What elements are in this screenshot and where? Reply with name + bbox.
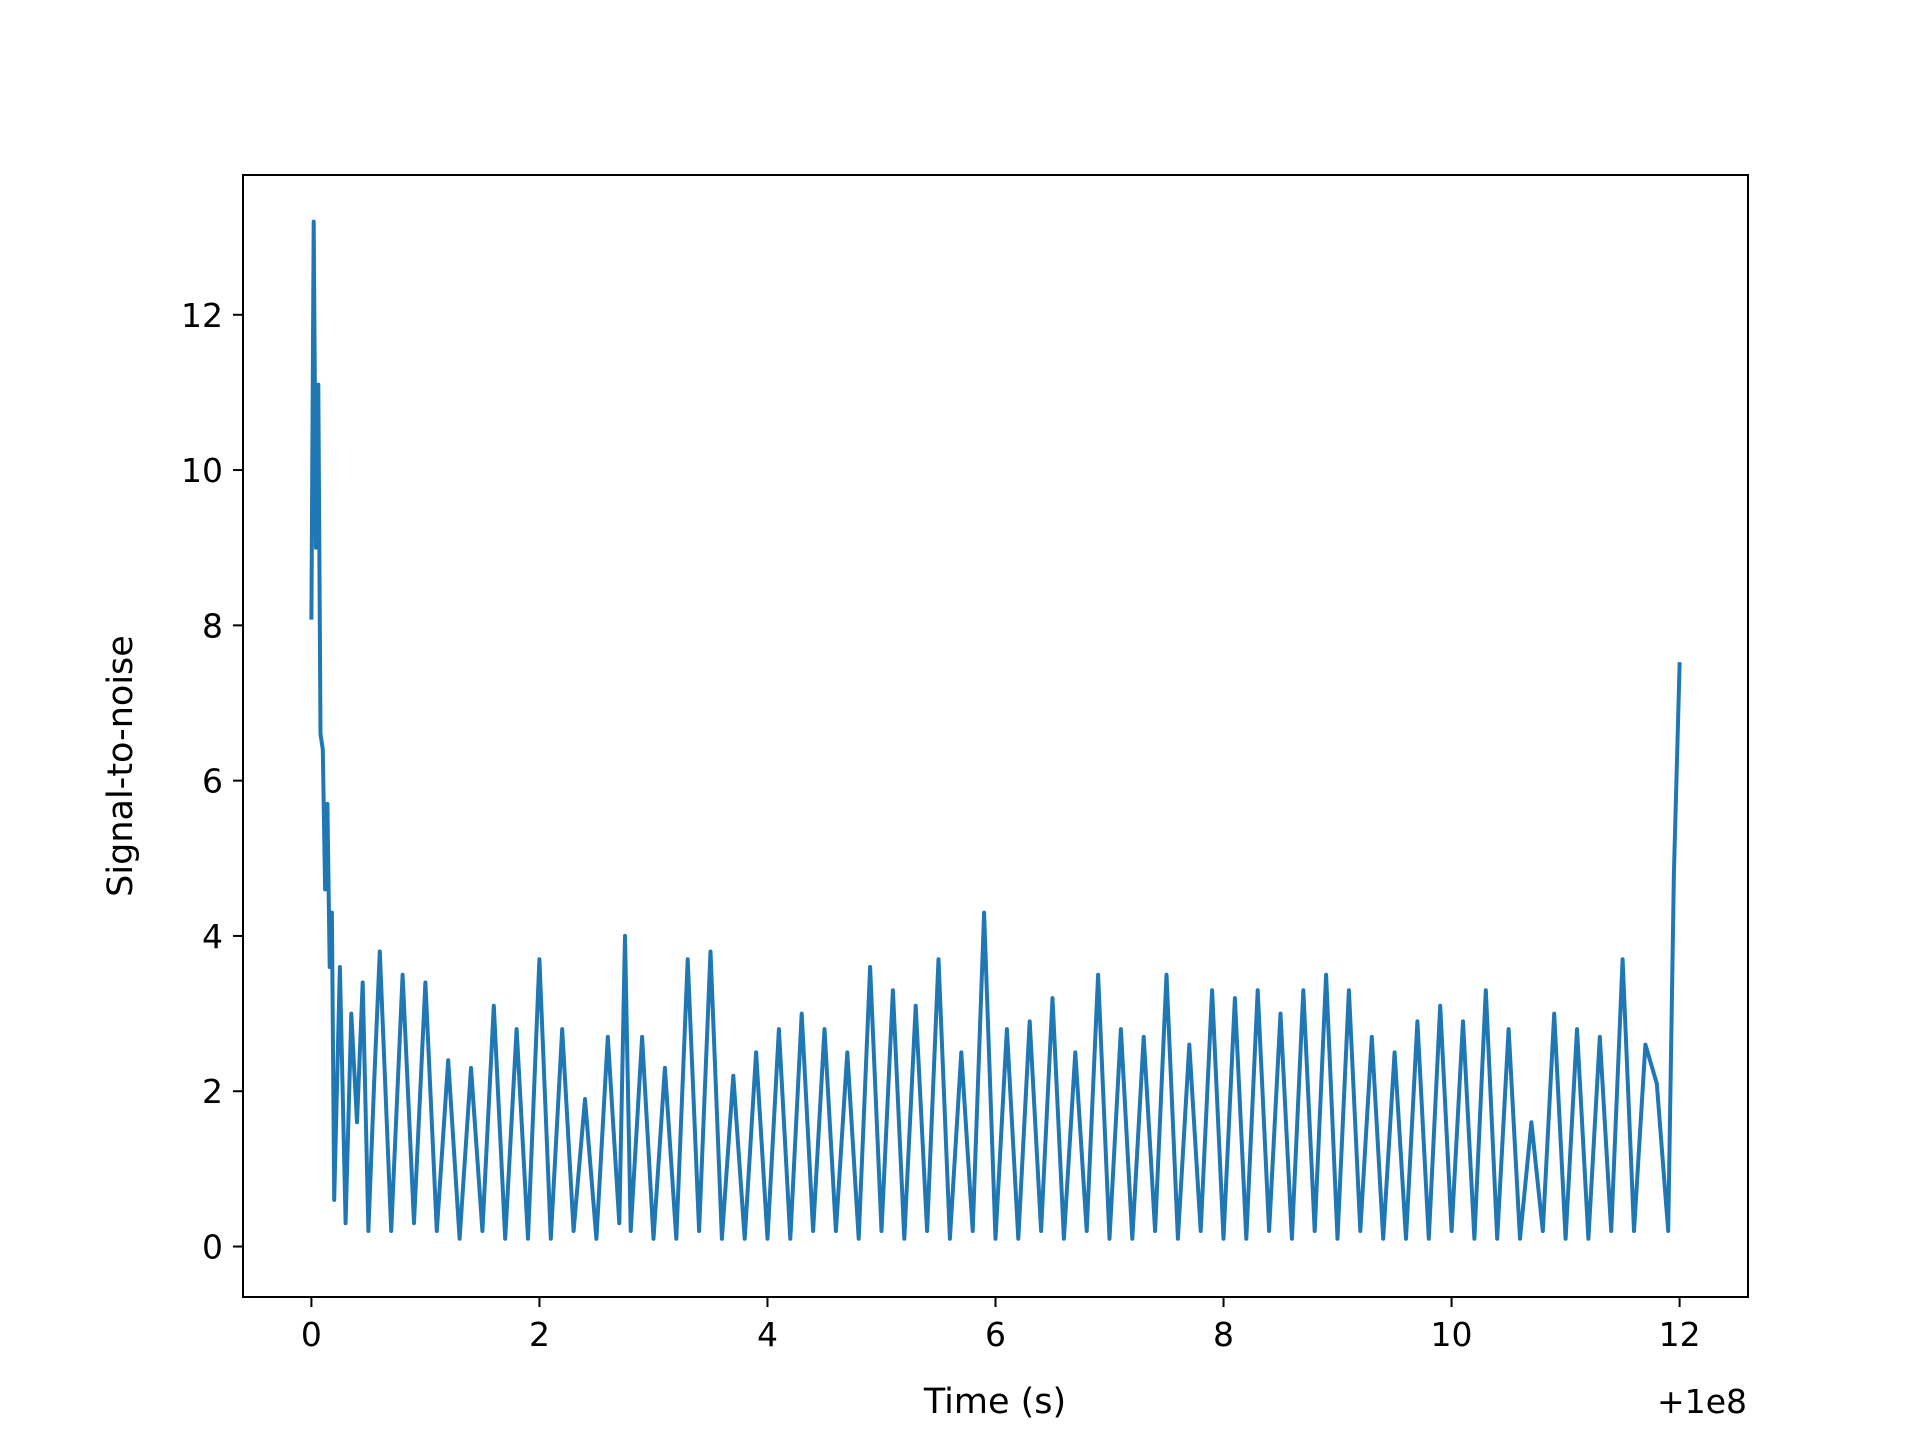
- series-line-0: [309, 219, 1682, 1241]
- x-axis-label: Time (s): [923, 1382, 1066, 1422]
- plot-area: [309, 219, 1682, 1241]
- x-tick-label: 10: [1431, 1315, 1473, 1354]
- y-tick-label: 6: [202, 762, 223, 801]
- y-tick-label: 0: [202, 1228, 223, 1267]
- y-axis-label: Signal-to-noise: [101, 635, 141, 897]
- x-tick-label: 4: [757, 1315, 778, 1354]
- y-tick-label: 10: [181, 451, 223, 490]
- x-tick-label: 8: [1213, 1315, 1234, 1354]
- x-tick-label: 2: [529, 1315, 550, 1354]
- y-tick-label: 12: [181, 296, 223, 335]
- x-tick-label: 0: [301, 1315, 322, 1354]
- x-tick-label: 12: [1659, 1315, 1701, 1354]
- x-tick-label: 6: [985, 1315, 1006, 1354]
- axes: 0 2 4 6 8 10 12 0 2 4 6 8 10 12: [181, 174, 1749, 1354]
- y-tick-label: 2: [202, 1072, 223, 1111]
- y-tick-label: 4: [202, 917, 223, 956]
- x-offset-label: +1e8: [1657, 1382, 1747, 1421]
- y-tick-label: 8: [202, 606, 223, 645]
